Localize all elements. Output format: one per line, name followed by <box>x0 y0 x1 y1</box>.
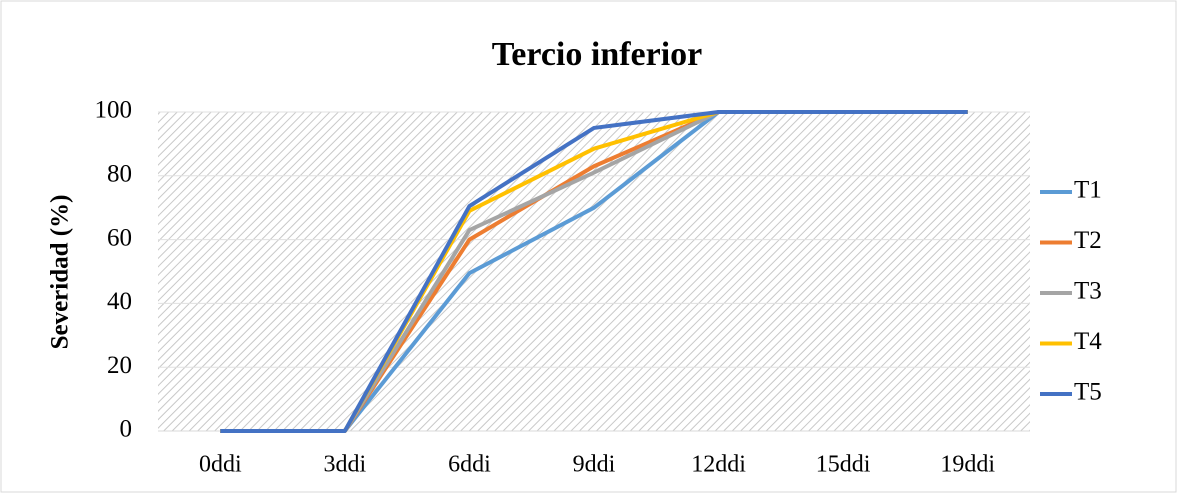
y-tick-label: 20 <box>107 352 132 379</box>
x-tick-label: 12ddi <box>691 452 746 478</box>
x-tick-label: 9ddi <box>573 452 616 478</box>
x-tick-label: 0ddi <box>199 452 242 478</box>
legend-label: T2 <box>1074 227 1102 254</box>
y-tick-label: 80 <box>107 161 132 188</box>
chart-title: Tercio inferior <box>492 36 703 73</box>
y-tick-label: 0 <box>120 416 133 443</box>
y-tick-label: 60 <box>107 224 132 251</box>
legend-label: T5 <box>1074 379 1102 406</box>
legend-label: T4 <box>1074 328 1102 355</box>
legend-label: T3 <box>1074 278 1102 305</box>
series-line <box>220 110 968 433</box>
plot-area <box>158 112 1030 431</box>
x-tick-label: 6ddi <box>448 452 491 478</box>
y-tick-label: 40 <box>107 288 132 315</box>
legend-label: T1 <box>1074 177 1102 204</box>
x-tick-label: 3ddi <box>324 452 367 478</box>
x-tick-label: 15ddi <box>816 452 871 478</box>
y-tick-label: 100 <box>95 97 133 124</box>
x-tick-label: 19ddi <box>940 452 995 478</box>
y-axis-label: Severidad (%) <box>47 195 74 350</box>
